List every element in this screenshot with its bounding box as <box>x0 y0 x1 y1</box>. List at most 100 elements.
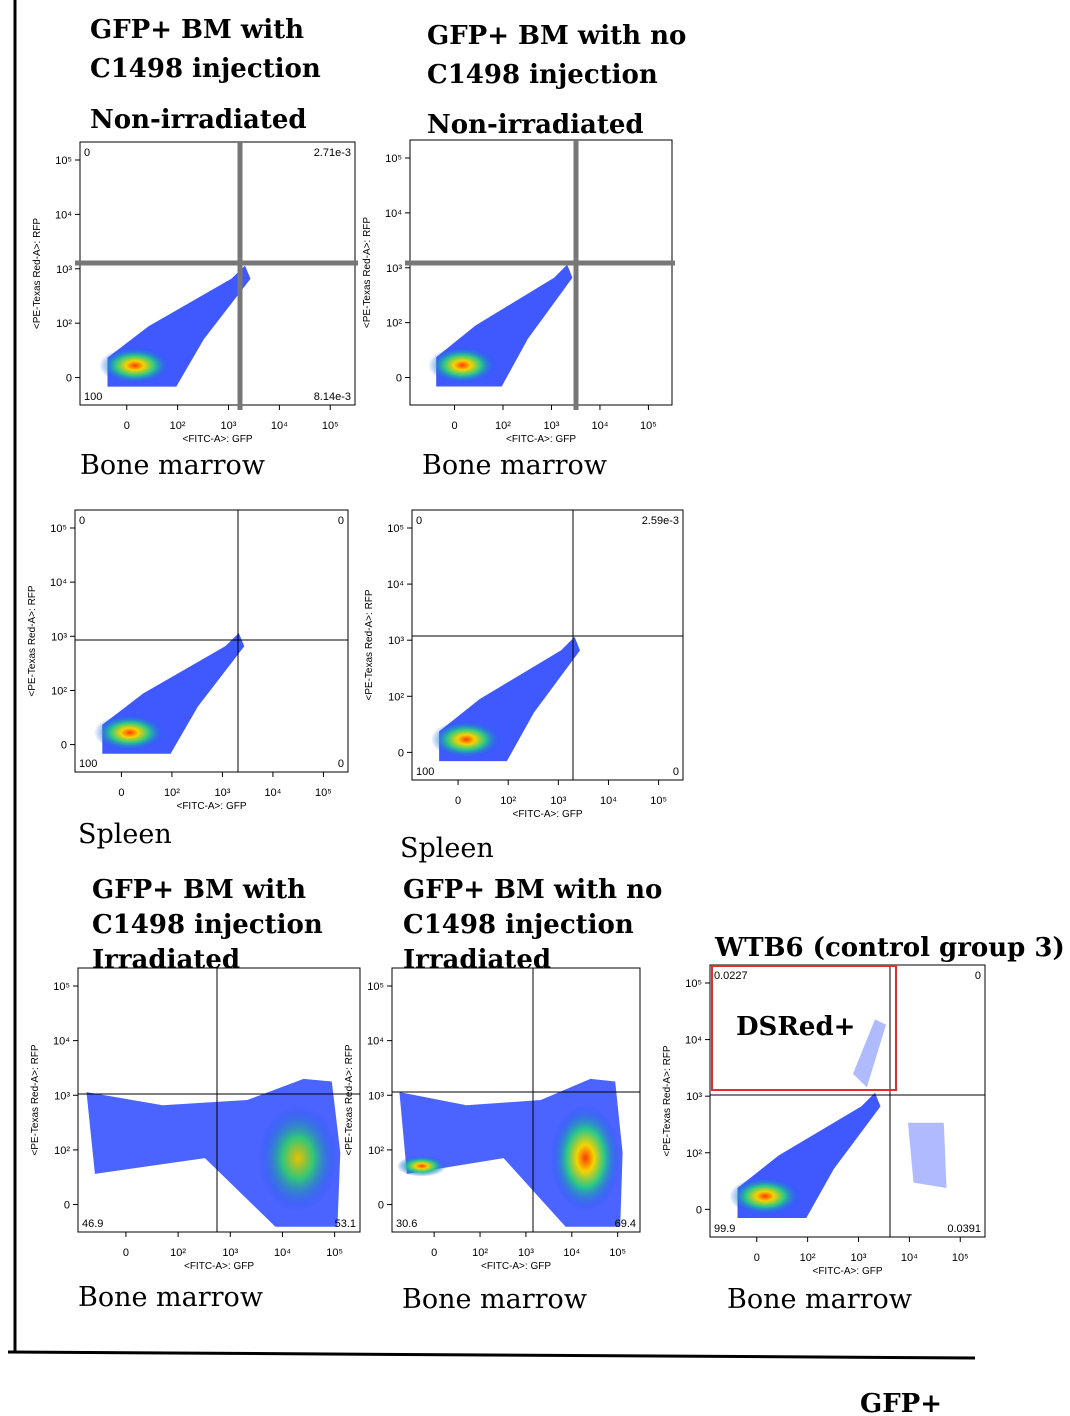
y-tick-label: 0 <box>66 373 72 385</box>
y-tick-label: 10³ <box>54 1090 70 1102</box>
x-axis-label: <FITC-A>: GFP <box>506 434 576 445</box>
y-tick-label: 0 <box>61 740 67 752</box>
x-tick-label: 10⁴ <box>600 795 617 807</box>
plot-frame <box>409 139 673 406</box>
flow-plot: GFP+ BM with no C1498 injection Irradiated… <box>344 875 662 1315</box>
quadrant-value: 53.1 <box>335 1218 356 1230</box>
panel-title: C1498 injection <box>90 54 321 84</box>
y-tick-label: 10⁴ <box>55 209 72 221</box>
quadrant-value: 46.9 <box>82 1218 103 1230</box>
x-tick-label: 10⁵ <box>326 1247 343 1259</box>
panel-caption: Bone marrow <box>422 450 607 481</box>
y-axis-label: <PE-Texas Red-A>: RFP <box>32 218 43 329</box>
quadrant-value: 100 <box>84 391 102 403</box>
quadrant-value: 8.14e-3 <box>314 391 351 403</box>
plot-frame <box>79 141 356 406</box>
x-tick-label: 0 <box>118 787 124 799</box>
y-tick-label: 10⁴ <box>50 577 67 589</box>
quadrant-value: 0.0391 <box>947 1223 981 1235</box>
x-tick-label: 10⁵ <box>650 795 667 807</box>
footer: GFP+ <box>860 1389 942 1416</box>
event-density <box>550 1105 621 1211</box>
x-tick-label: 10⁴ <box>271 420 288 432</box>
x-tick-label: 10⁴ <box>274 1247 291 1259</box>
y-tick-label: 10⁴ <box>387 579 404 591</box>
quadrant-value: 99.9 <box>714 1223 735 1235</box>
y-tick-label: 10⁴ <box>53 1036 70 1048</box>
x-tick-label: 10⁴ <box>901 1252 918 1264</box>
event-density <box>258 1105 338 1211</box>
y-tick-label: 10⁵ <box>685 978 702 990</box>
x-tick-label: 10³ <box>221 420 237 432</box>
panel-title: Non-irradiated <box>427 110 644 140</box>
y-tick-label: 10² <box>368 1145 384 1157</box>
gate <box>711 965 897 1091</box>
y-tick-label: 0 <box>398 747 404 759</box>
quadrant-value: 0.0227 <box>714 970 748 982</box>
panel-title: Irradiated <box>403 945 551 975</box>
y-tick-label: 10² <box>686 1148 702 1160</box>
y-tick-label: 10⁵ <box>367 981 384 993</box>
panel-title: GFP+ BM with <box>92 875 306 905</box>
y-tick-label: 10⁵ <box>385 153 402 165</box>
x-tick-label: 10⁴ <box>563 1247 580 1259</box>
y-tick-label: 10³ <box>686 1091 702 1103</box>
quadrant-value: 0 <box>673 766 679 778</box>
y-tick-label: 10³ <box>56 264 72 276</box>
x-tick-label: 10³ <box>518 1247 534 1259</box>
panel-title: Irradiated <box>92 945 240 975</box>
panel-title: WTB6 (control group 3) <box>714 933 1065 963</box>
y-tick-label: 10⁵ <box>50 523 67 535</box>
panel-caption: Bone marrow <box>727 1284 912 1315</box>
x-tick-label: 10⁴ <box>591 420 608 432</box>
panel-title: GFP+ BM with <box>90 15 304 45</box>
y-tick-label: 10³ <box>386 263 402 275</box>
quadrant-value: 0 <box>79 515 85 527</box>
quadrant-value: 0 <box>975 970 981 982</box>
x-axis-label: <FITC-A>: GFP <box>481 1261 551 1272</box>
x-tick-label: 10² <box>800 1252 816 1264</box>
x-tick-label: 0 <box>451 420 457 432</box>
y-axis-label: <PE-Texas Red-A>: RFP <box>662 1045 673 1156</box>
flow-plot: WTB6 (control group 3) DSRed+ 0.0227 0 99.9 0… <box>662 933 1065 1315</box>
quadrant-value: 0 <box>416 515 422 527</box>
event-density <box>396 1155 447 1177</box>
y-tick-label: 10² <box>51 685 67 697</box>
x-tick-label: 0 <box>124 420 130 432</box>
panel-caption: Bone marrow <box>402 1284 587 1315</box>
y-axis-label: <PE-Texas Red-A>: RFP <box>362 217 373 328</box>
y-tick-label: 10⁴ <box>685 1035 702 1047</box>
x-tick-label: 10⁵ <box>609 1247 626 1259</box>
event-density <box>729 1177 801 1216</box>
x-tick-label: 10² <box>170 1247 186 1259</box>
y-axis-label: <PE-Texas Red-A>: RFP <box>30 1044 41 1155</box>
x-tick-label: 10³ <box>214 787 230 799</box>
y-tick-label: 0 <box>378 1200 384 1212</box>
quadrant-value: 30.6 <box>396 1218 417 1230</box>
x-tick-label: 10² <box>170 420 186 432</box>
x-tick-label: 10⁵ <box>640 420 657 432</box>
gate-label: DSRed+ <box>736 1012 855 1042</box>
y-tick-label: 0 <box>696 1204 702 1216</box>
panel-caption: Spleen <box>400 833 494 864</box>
panel-title: C1498 injection <box>427 60 658 90</box>
x-tick-label: 0 <box>754 1252 760 1264</box>
x-axis-label: <FITC-A>: GFP <box>512 809 582 820</box>
y-tick-label: 0 <box>64 1200 70 1212</box>
panel-caption: Bone marrow <box>78 1282 263 1313</box>
event-density <box>428 346 497 384</box>
x-tick-label: 10³ <box>544 420 560 432</box>
plot-frame <box>391 967 641 1233</box>
y-tick-label: 10³ <box>388 635 404 647</box>
x-tick-label: 10⁵ <box>952 1252 969 1264</box>
x-tick-label: 0 <box>431 1247 437 1259</box>
x-axis-label: <FITC-A>: GFP <box>182 434 252 445</box>
y-tick-label: 10⁴ <box>367 1036 384 1048</box>
y-tick-label: 10⁵ <box>55 155 72 167</box>
event-density <box>430 720 502 759</box>
quadrant-value: 0 <box>338 515 344 527</box>
frame-bottom <box>7 1350 976 1360</box>
plot-frame <box>411 509 684 781</box>
y-axis-label: <PE-Texas Red-A>: RFP <box>364 589 375 700</box>
